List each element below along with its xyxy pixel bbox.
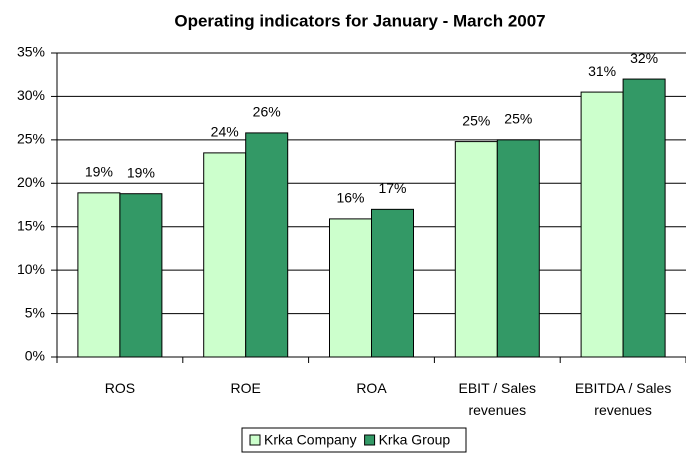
y-tick-label: 35% — [17, 44, 45, 60]
bar — [245, 132, 289, 358]
bar — [622, 78, 666, 358]
y-tick-label: 5% — [25, 304, 45, 320]
x-tick-label: ROE — [230, 380, 261, 396]
legend-swatch — [249, 434, 261, 446]
value-label: 25% — [462, 112, 490, 128]
y-tick-label: 25% — [17, 131, 45, 147]
legend-label: Krka Group — [379, 432, 451, 448]
value-label: 16% — [336, 190, 364, 206]
y-tick-label: 30% — [17, 87, 45, 103]
legend-label: Krka Company — [264, 432, 357, 448]
value-label: 32% — [630, 50, 658, 66]
y-tick-label: 10% — [17, 261, 45, 277]
bar — [119, 193, 163, 358]
value-label: 19% — [127, 164, 155, 180]
x-tick-label: ROA — [356, 380, 387, 396]
x-tick-label: ROS — [104, 380, 136, 396]
bar — [371, 208, 414, 358]
chart-title: Operating indicators for January - March… — [174, 11, 545, 30]
y-tick-label: 15% — [17, 217, 45, 233]
bar — [580, 91, 624, 358]
legend-box — [241, 427, 467, 453]
value-label: 31% — [588, 63, 616, 79]
bar — [496, 139, 540, 358]
value-label: 17% — [378, 180, 406, 196]
x-tick-label: EBITDA / Sales revenues — [574, 380, 672, 418]
bar — [203, 152, 247, 358]
value-label: 24% — [211, 124, 239, 140]
bar — [454, 141, 498, 358]
value-label: 25% — [504, 111, 532, 127]
bar — [77, 192, 121, 358]
y-tick-label: 0% — [25, 348, 45, 364]
legend-swatch — [364, 434, 376, 446]
x-tick-label: EBIT / Sales revenues — [458, 380, 537, 418]
value-label: 26% — [253, 104, 281, 120]
value-label: 19% — [85, 164, 113, 180]
y-tick-label: 20% — [17, 174, 45, 190]
bar — [329, 218, 372, 358]
